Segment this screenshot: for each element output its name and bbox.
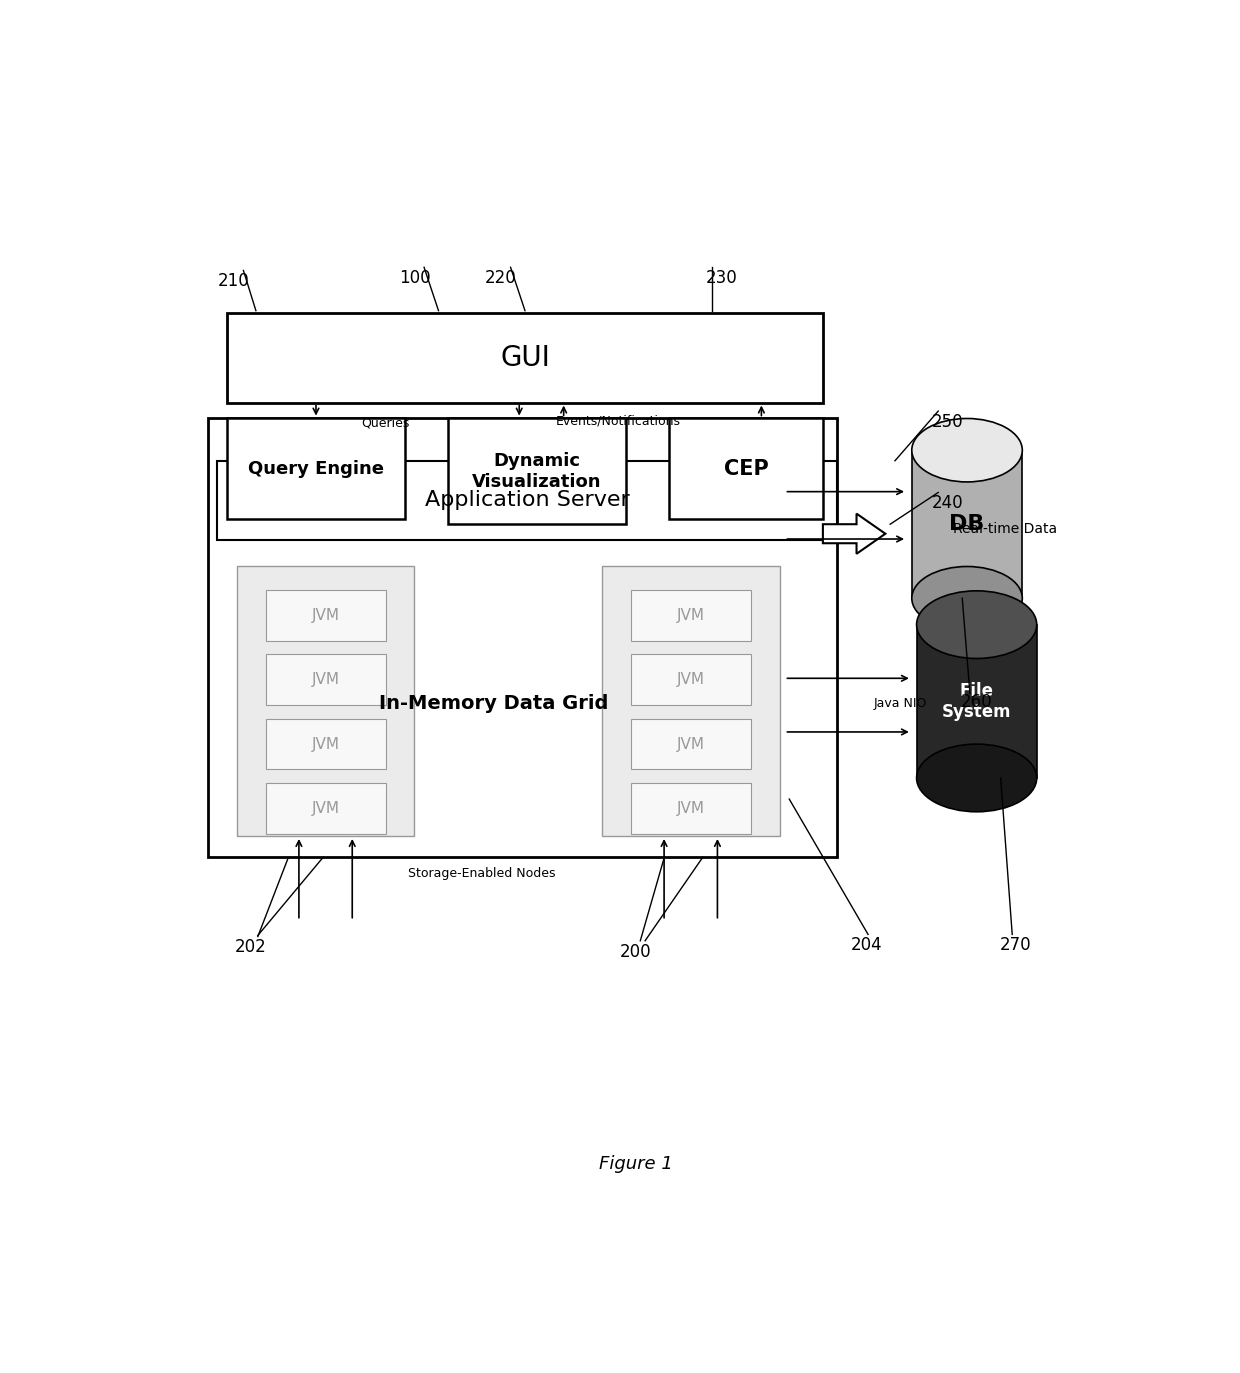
Text: 230: 230 <box>706 269 738 287</box>
Text: Storage-Enabled Nodes: Storage-Enabled Nodes <box>408 866 556 880</box>
Text: File
System: File System <box>942 682 1012 721</box>
FancyBboxPatch shape <box>601 567 780 836</box>
Text: JVM: JVM <box>677 736 704 751</box>
FancyBboxPatch shape <box>265 655 386 704</box>
Text: 270: 270 <box>999 936 1030 954</box>
FancyBboxPatch shape <box>208 419 837 857</box>
Text: 240: 240 <box>932 494 963 512</box>
FancyBboxPatch shape <box>631 655 751 704</box>
Text: CEP: CEP <box>724 459 769 479</box>
Ellipse shape <box>916 744 1037 811</box>
FancyBboxPatch shape <box>227 313 823 402</box>
FancyBboxPatch shape <box>631 590 751 640</box>
Ellipse shape <box>911 419 1022 482</box>
Text: JVM: JVM <box>677 800 704 816</box>
FancyBboxPatch shape <box>237 567 414 836</box>
Text: 200: 200 <box>620 943 651 961</box>
Text: 250: 250 <box>932 413 963 431</box>
FancyBboxPatch shape <box>265 783 386 833</box>
Text: GUI: GUI <box>500 343 549 372</box>
FancyBboxPatch shape <box>911 450 1022 599</box>
Text: Figure 1: Figure 1 <box>599 1155 672 1173</box>
FancyBboxPatch shape <box>670 419 823 519</box>
Text: JVM: JVM <box>311 608 340 622</box>
Text: 100: 100 <box>398 269 430 287</box>
FancyBboxPatch shape <box>631 718 751 769</box>
Text: 210: 210 <box>218 272 249 290</box>
Text: DB: DB <box>950 515 985 534</box>
FancyBboxPatch shape <box>916 625 1037 778</box>
Text: JVM: JVM <box>311 673 340 686</box>
Polygon shape <box>823 514 885 553</box>
Ellipse shape <box>916 590 1037 659</box>
FancyBboxPatch shape <box>227 419 404 519</box>
Text: Java NIO: Java NIO <box>874 697 928 710</box>
Text: Query Engine: Query Engine <box>248 460 384 478</box>
FancyBboxPatch shape <box>265 718 386 769</box>
FancyBboxPatch shape <box>448 419 626 524</box>
Text: Dynamic
Visualization: Dynamic Visualization <box>472 452 601 490</box>
Text: JVM: JVM <box>311 736 340 751</box>
Text: JVM: JVM <box>677 673 704 686</box>
FancyBboxPatch shape <box>631 783 751 833</box>
Text: JVM: JVM <box>311 800 340 816</box>
Text: 202: 202 <box>236 938 267 956</box>
FancyBboxPatch shape <box>217 461 837 540</box>
Text: JVM: JVM <box>677 608 704 622</box>
Text: Application Server: Application Server <box>425 490 630 511</box>
Text: Events/Notifications: Events/Notifications <box>556 415 681 427</box>
Text: Queries: Queries <box>361 416 410 430</box>
FancyBboxPatch shape <box>265 590 386 640</box>
Ellipse shape <box>911 567 1022 630</box>
Text: Real-time Data: Real-time Data <box>952 523 1056 537</box>
Text: In-Memory Data Grid: In-Memory Data Grid <box>378 695 608 714</box>
Text: 260: 260 <box>961 693 992 711</box>
Text: 220: 220 <box>485 269 517 287</box>
Text: 204: 204 <box>851 936 882 954</box>
